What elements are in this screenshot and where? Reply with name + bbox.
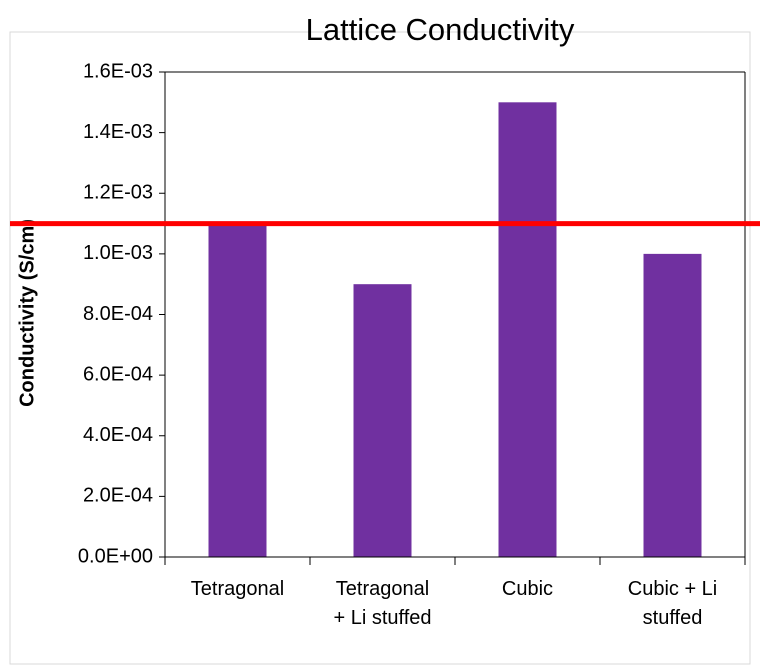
bar [208,223,267,557]
y-tick-label: 4.0E-04 [83,424,153,446]
chart-title: Lattice Conductivity [306,12,575,47]
x-tick-label-line: Cubic + Li [628,578,718,600]
y-tick-label: 1.2E-03 [83,182,153,204]
x-tick-label-line: + Li stuffed [333,607,431,629]
x-tick-label: Cubic [502,578,553,600]
x-tick-label-line: Tetragonal [336,578,429,600]
bar [643,253,702,557]
y-tick-label: 8.0E-04 [83,303,153,325]
x-tick-label-line: Tetragonal [191,578,284,600]
x-tick-label: Tetragonal + Li stuffed [333,578,431,629]
y-tick-label: 1.4E-03 [83,121,153,143]
y-tick-label: 1.6E-03 [83,60,153,82]
y-tick-label: 0.0E+00 [78,545,153,567]
y-tick-label: 1.0E-03 [83,242,153,264]
y-axis-label: Conductivity (S/cm) [16,219,38,407]
x-tick-label-line: stuffed [643,607,703,629]
x-tick-label: Tetragonal [191,578,284,600]
x-tick-label: Cubic + Li stuffed [628,578,718,629]
y-tick-label: 2.0E-04 [83,485,153,507]
y-tick-label: 6.0E-04 [83,363,153,385]
bar [353,284,412,557]
chart-frame [9,31,751,665]
bar [498,102,557,557]
x-tick-label-line: Cubic [502,578,553,600]
